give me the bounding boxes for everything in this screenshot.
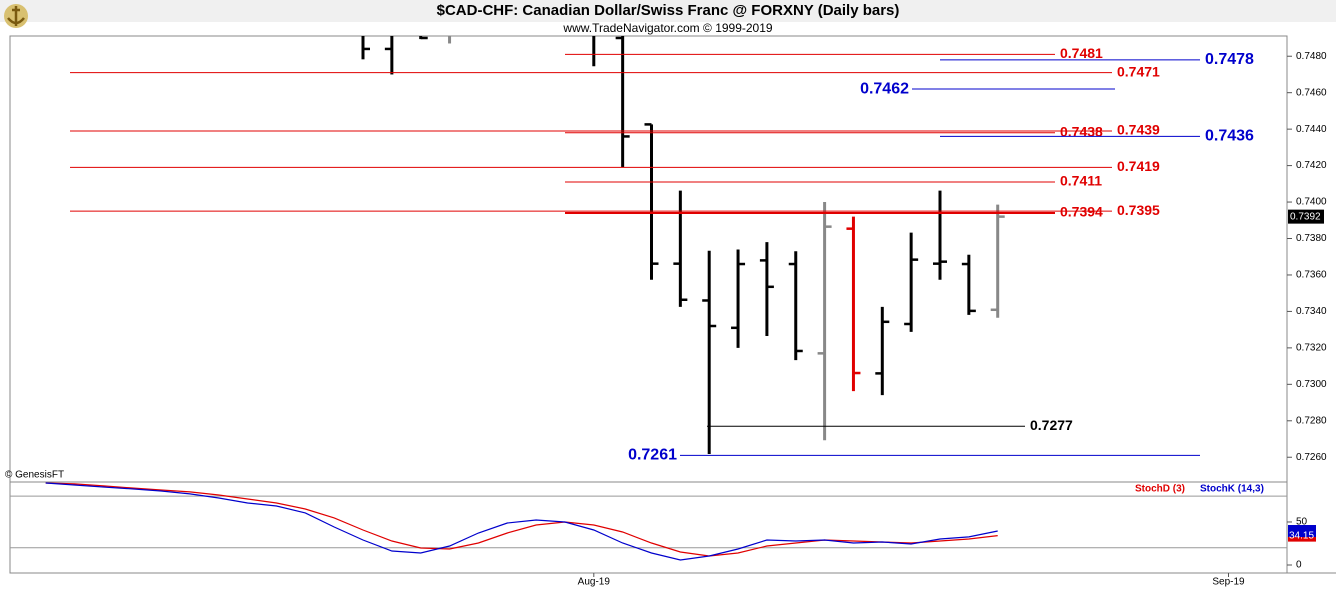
- level-label: 0.7478: [1205, 51, 1254, 68]
- last-price-label: 0.7392: [1290, 211, 1321, 222]
- chart-title: $CAD-CHF: Canadian Dollar/Swiss Franc @ …: [437, 2, 900, 19]
- level-label: 0.7277: [1030, 417, 1073, 433]
- title-bar: [0, 0, 1336, 22]
- y-tick-label: 0.7440: [1296, 124, 1327, 135]
- y-tick-label: 0.7360: [1296, 270, 1327, 281]
- stoch-line: [45, 482, 998, 561]
- subtitle: www.TradeNavigator.com © 1999-2019: [562, 21, 772, 35]
- y-tick-label: 0.7420: [1296, 160, 1327, 171]
- y-tick-label: 50: [1296, 517, 1308, 528]
- price-panel: [361, 36, 1005, 454]
- legend-entry: StochK (14,3): [1200, 484, 1264, 495]
- y-tick-label: 0.7380: [1296, 233, 1327, 244]
- level-label: 0.7439: [1117, 122, 1160, 138]
- level-label: 0.7462: [860, 80, 909, 97]
- x-tick-label: Aug-19: [578, 577, 611, 588]
- stoch-line: [45, 482, 998, 557]
- y-tick-label: 0.7280: [1296, 415, 1327, 426]
- y-tick-label: 0.7460: [1296, 87, 1327, 98]
- value-box: [1288, 525, 1316, 538]
- y-tick-label: 0.7320: [1296, 343, 1327, 354]
- value-label: 34.15: [1289, 530, 1314, 541]
- y-tick-label: 0: [1296, 560, 1302, 571]
- level-label: 0.7481: [1060, 45, 1103, 61]
- y-tick-label: 0.7340: [1296, 306, 1327, 317]
- level-label: 0.7471: [1117, 63, 1160, 79]
- y-tick-label: 0.7480: [1296, 51, 1327, 62]
- level-label: 0.7261: [628, 447, 677, 464]
- level-label: 0.7438: [1060, 123, 1103, 139]
- credit: © GenesisFT: [5, 470, 64, 481]
- level-label: 0.7394: [1060, 204, 1103, 220]
- level-label: 0.7436: [1205, 128, 1254, 145]
- last-price-box: [1288, 209, 1324, 224]
- legend-entry: StochD (3): [1135, 484, 1185, 495]
- level-label: 0.7395: [1117, 202, 1160, 218]
- y-tick-label: 0.7300: [1296, 379, 1327, 390]
- level-label: 0.7411: [1060, 173, 1102, 189]
- y-tick-label: 0.7260: [1296, 452, 1327, 463]
- level-label: 0.7419: [1117, 158, 1160, 174]
- x-tick-label: Sep-19: [1212, 577, 1245, 588]
- app-icon: [4, 4, 28, 28]
- y-tick-label: 0.7400: [1296, 197, 1327, 208]
